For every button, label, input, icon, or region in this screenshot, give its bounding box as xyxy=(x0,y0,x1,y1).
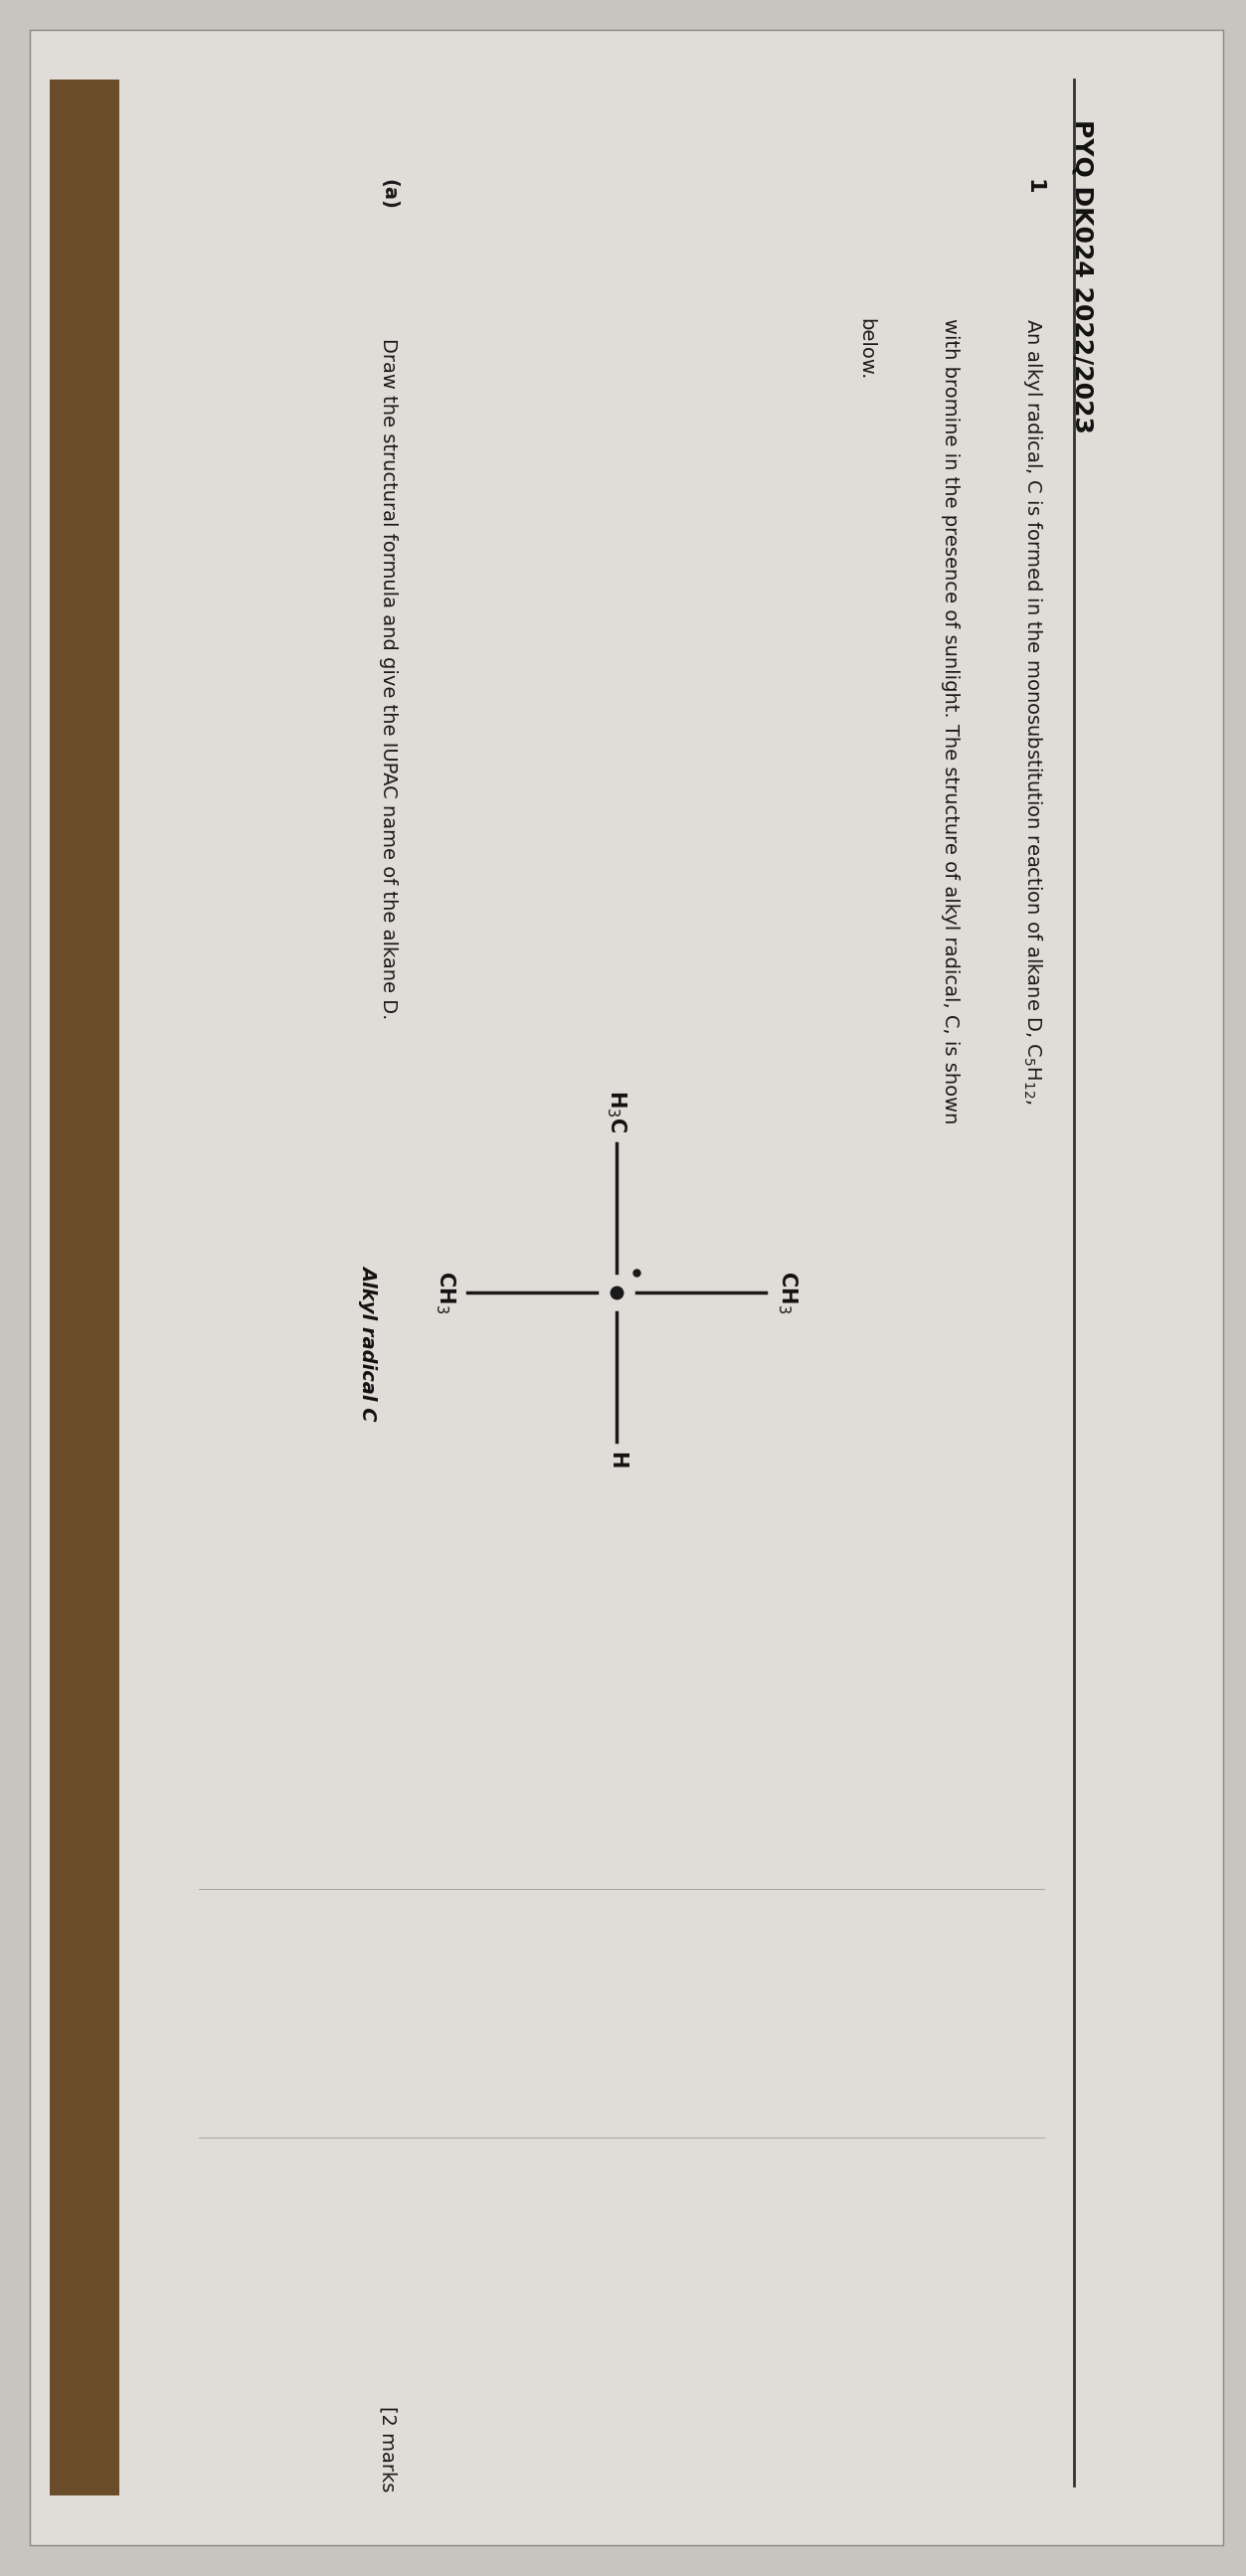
Text: CH$_3$: CH$_3$ xyxy=(776,1270,799,1314)
Text: An alkyl radical, C is formed in the monosubstitution reaction of alkane D, C$_{: An alkyl radical, C is formed in the mon… xyxy=(1022,319,1044,1105)
Polygon shape xyxy=(30,31,1224,2545)
Text: H$_3$C: H$_3$C xyxy=(604,1090,628,1133)
Text: H: H xyxy=(607,1450,627,1468)
Text: CH$_3$: CH$_3$ xyxy=(434,1270,457,1314)
Text: (a): (a) xyxy=(379,178,397,209)
Text: Draw the structural formula and give the IUPAC name of the alkane D.: Draw the structural formula and give the… xyxy=(379,337,397,1020)
Text: Alkyl radical C: Alkyl radical C xyxy=(359,1265,378,1419)
Text: [2 marks: [2 marks xyxy=(379,2406,397,2491)
Text: below.: below. xyxy=(856,319,875,381)
Text: PYQ DK024 2022/2023: PYQ DK024 2022/2023 xyxy=(1070,118,1094,433)
Text: with bromine in the presence of sunlight. The structure of alkyl radical, C, is : with bromine in the presence of sunlight… xyxy=(941,319,959,1123)
Text: 1: 1 xyxy=(1024,178,1044,193)
Polygon shape xyxy=(50,80,120,2496)
